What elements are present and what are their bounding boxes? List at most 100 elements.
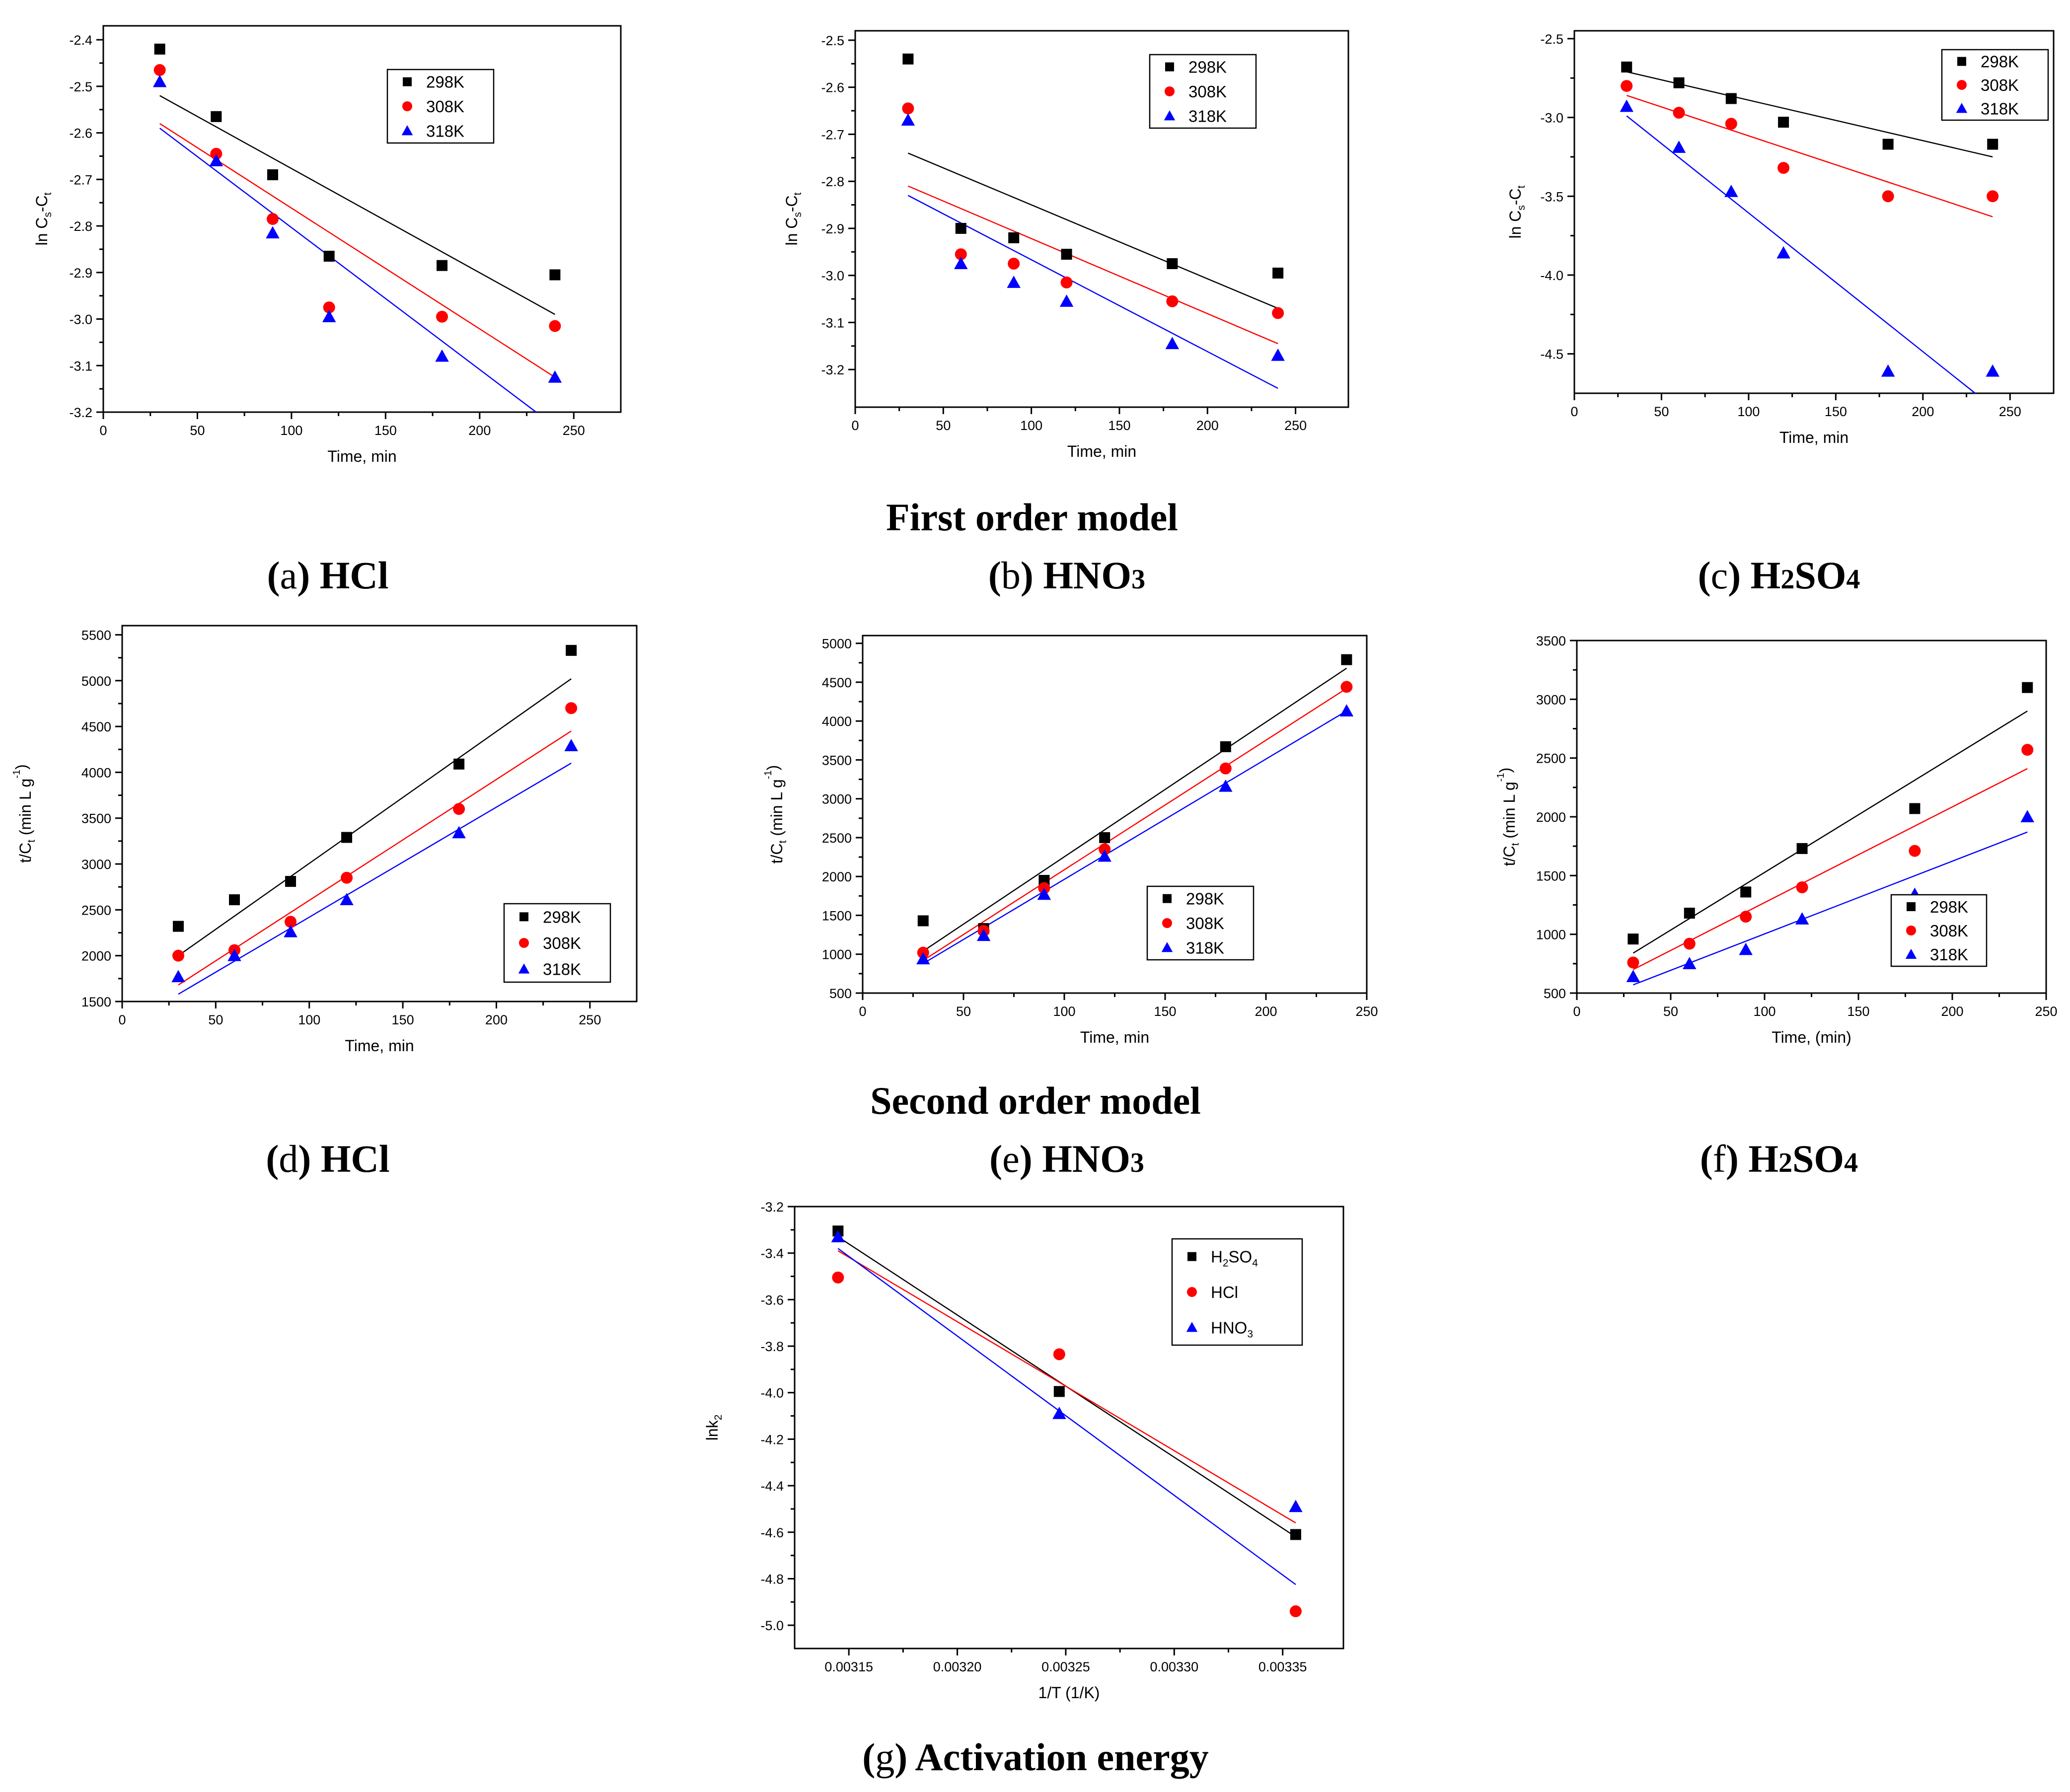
y-tick-label: -2.8 xyxy=(69,219,92,234)
data-point xyxy=(1272,267,1284,279)
x-tick-label: 0.00335 xyxy=(1258,1659,1307,1674)
data-point xyxy=(1777,162,1790,174)
data-point xyxy=(227,948,241,961)
data-point xyxy=(1683,937,1696,950)
x-tick-label: 200 xyxy=(1912,404,1934,419)
x-tick-label: 0.00330 xyxy=(1150,1659,1199,1674)
data-point xyxy=(267,213,279,225)
y-tick-label: 5500 xyxy=(81,628,111,643)
legend: 298K 308K 318K xyxy=(1890,894,1988,967)
legend: 298K 308K 318K xyxy=(1149,54,1257,129)
x-axis-label: Time, min xyxy=(327,447,396,465)
x-axis-label: Time, min xyxy=(1067,442,1136,460)
legend: 298K 308K 318K xyxy=(503,903,611,983)
x-axis-label: Time, (min) xyxy=(1772,1028,1851,1046)
y-tick-label: 2500 xyxy=(1536,751,1566,766)
data-point xyxy=(1289,1500,1303,1512)
y-tick-label: -2.4 xyxy=(69,33,92,48)
panel-caption-c: (c) H2SO4 xyxy=(1698,554,1860,597)
y-tick-label: -3.2 xyxy=(69,405,92,420)
x-tick-label: 150 xyxy=(374,423,397,438)
data-point xyxy=(549,320,561,332)
panel-caption-g: (g) Activation energy xyxy=(862,1735,1209,1779)
fit-line-318k xyxy=(1632,831,2028,986)
legend-marker xyxy=(1187,1287,1197,1297)
chart-g: 0.00315 0.00320 0.00325 0.00330 0.00335 -5.0 -… xyxy=(703,1200,1344,1779)
y-tick-label: -2.5 xyxy=(69,79,92,94)
y-tick-label: 3000 xyxy=(822,792,852,807)
data-point xyxy=(565,702,578,715)
chart-b: 0 50 100 150 200 250 -3.2 -3.1 -3.0 -2.9 -2.8 -2.7 -… xyxy=(783,30,1349,597)
x-tick-label: 250 xyxy=(1355,1004,1378,1019)
data-point xyxy=(285,876,296,887)
data-point xyxy=(209,154,223,166)
legend-label: 318K xyxy=(543,960,581,979)
x-tick-label: 50 xyxy=(956,1004,971,1019)
chart-c: 0 50 100 150 200 250 -4.5 -4.0 -3.5 -3.0 -2.5 Time,… xyxy=(1506,30,2055,597)
data-point xyxy=(1740,886,1752,898)
data-point xyxy=(1165,337,1180,350)
legend-label: 308K xyxy=(1188,82,1227,101)
data-point xyxy=(152,74,167,87)
data-point xyxy=(1796,843,1808,854)
x-tick-label: 250 xyxy=(1284,418,1307,433)
data-point xyxy=(955,248,967,261)
captions: First order model Second order model xyxy=(870,496,1201,1122)
y-tick-label: 2500 xyxy=(81,903,111,918)
legend-label: 308K xyxy=(426,97,464,116)
data-point xyxy=(1272,307,1284,319)
data-point xyxy=(1882,139,1894,150)
data-point xyxy=(1166,295,1179,307)
y-tick-label: -3.0 xyxy=(821,269,844,284)
x-tick-label: 250 xyxy=(579,1012,601,1027)
y-tick-label: 500 xyxy=(829,986,852,1001)
y-tick-label: -3.2 xyxy=(760,1200,784,1215)
y-tick-label: -4.2 xyxy=(760,1432,784,1447)
data-point xyxy=(1684,908,1695,919)
data-point xyxy=(452,826,466,839)
data-point xyxy=(154,43,165,55)
panel-caption-a: (a) HCl xyxy=(267,554,389,597)
x-tick-label: 0 xyxy=(118,1012,126,1027)
data-point xyxy=(1778,117,1789,128)
legend-marker xyxy=(1186,1322,1198,1332)
fit-line-318k xyxy=(159,128,537,413)
data-point xyxy=(1008,232,1020,243)
legend-marker xyxy=(403,77,412,86)
fit-line-298k xyxy=(178,678,572,956)
chart-panels: 0 50 100 150 200 250 -3.2 -3.1 -3.0 -2.9 -2.8 -2.7 -… xyxy=(11,25,2058,1779)
data-point xyxy=(172,949,185,962)
data-point xyxy=(916,952,930,965)
data-point xyxy=(284,925,297,937)
x-tick-label: 200 xyxy=(485,1012,508,1027)
data-point xyxy=(549,269,561,281)
legend-label: 308K xyxy=(543,934,581,952)
fit-line-318k xyxy=(923,710,1347,964)
fit-line-hcl xyxy=(837,1250,1296,1524)
plot-frame xyxy=(854,30,1349,408)
data-point xyxy=(1725,93,1737,104)
x-tick-label: 100 xyxy=(280,423,302,438)
legend-marker xyxy=(1187,1252,1196,1261)
data-point xyxy=(229,894,240,906)
legend-marker xyxy=(402,101,412,111)
y-tick-label: -3.1 xyxy=(821,315,844,330)
x-tick-label: 50 xyxy=(190,423,205,438)
legend-marker xyxy=(1161,942,1173,952)
legend: 298K 308K 318K xyxy=(386,69,495,144)
legend-label: 318K xyxy=(1930,945,1968,964)
legend-label: 298K xyxy=(1186,890,1224,908)
legend-label: 298K xyxy=(426,73,464,91)
y-tick-label: -4.4 xyxy=(760,1479,784,1494)
data-point xyxy=(153,64,166,76)
x-tick-label: 150 xyxy=(1847,1004,1869,1019)
x-tick-label: 250 xyxy=(1999,404,2021,419)
data-point xyxy=(285,916,297,928)
section-title-second-order: Second order model xyxy=(870,1079,1201,1122)
x-tick-label: 100 xyxy=(298,1012,320,1027)
x-axis-label: Time, min xyxy=(1779,429,1848,446)
data-point xyxy=(1673,107,1685,119)
x-tick-label: 200 xyxy=(468,423,491,438)
legend-marker xyxy=(1165,86,1175,96)
